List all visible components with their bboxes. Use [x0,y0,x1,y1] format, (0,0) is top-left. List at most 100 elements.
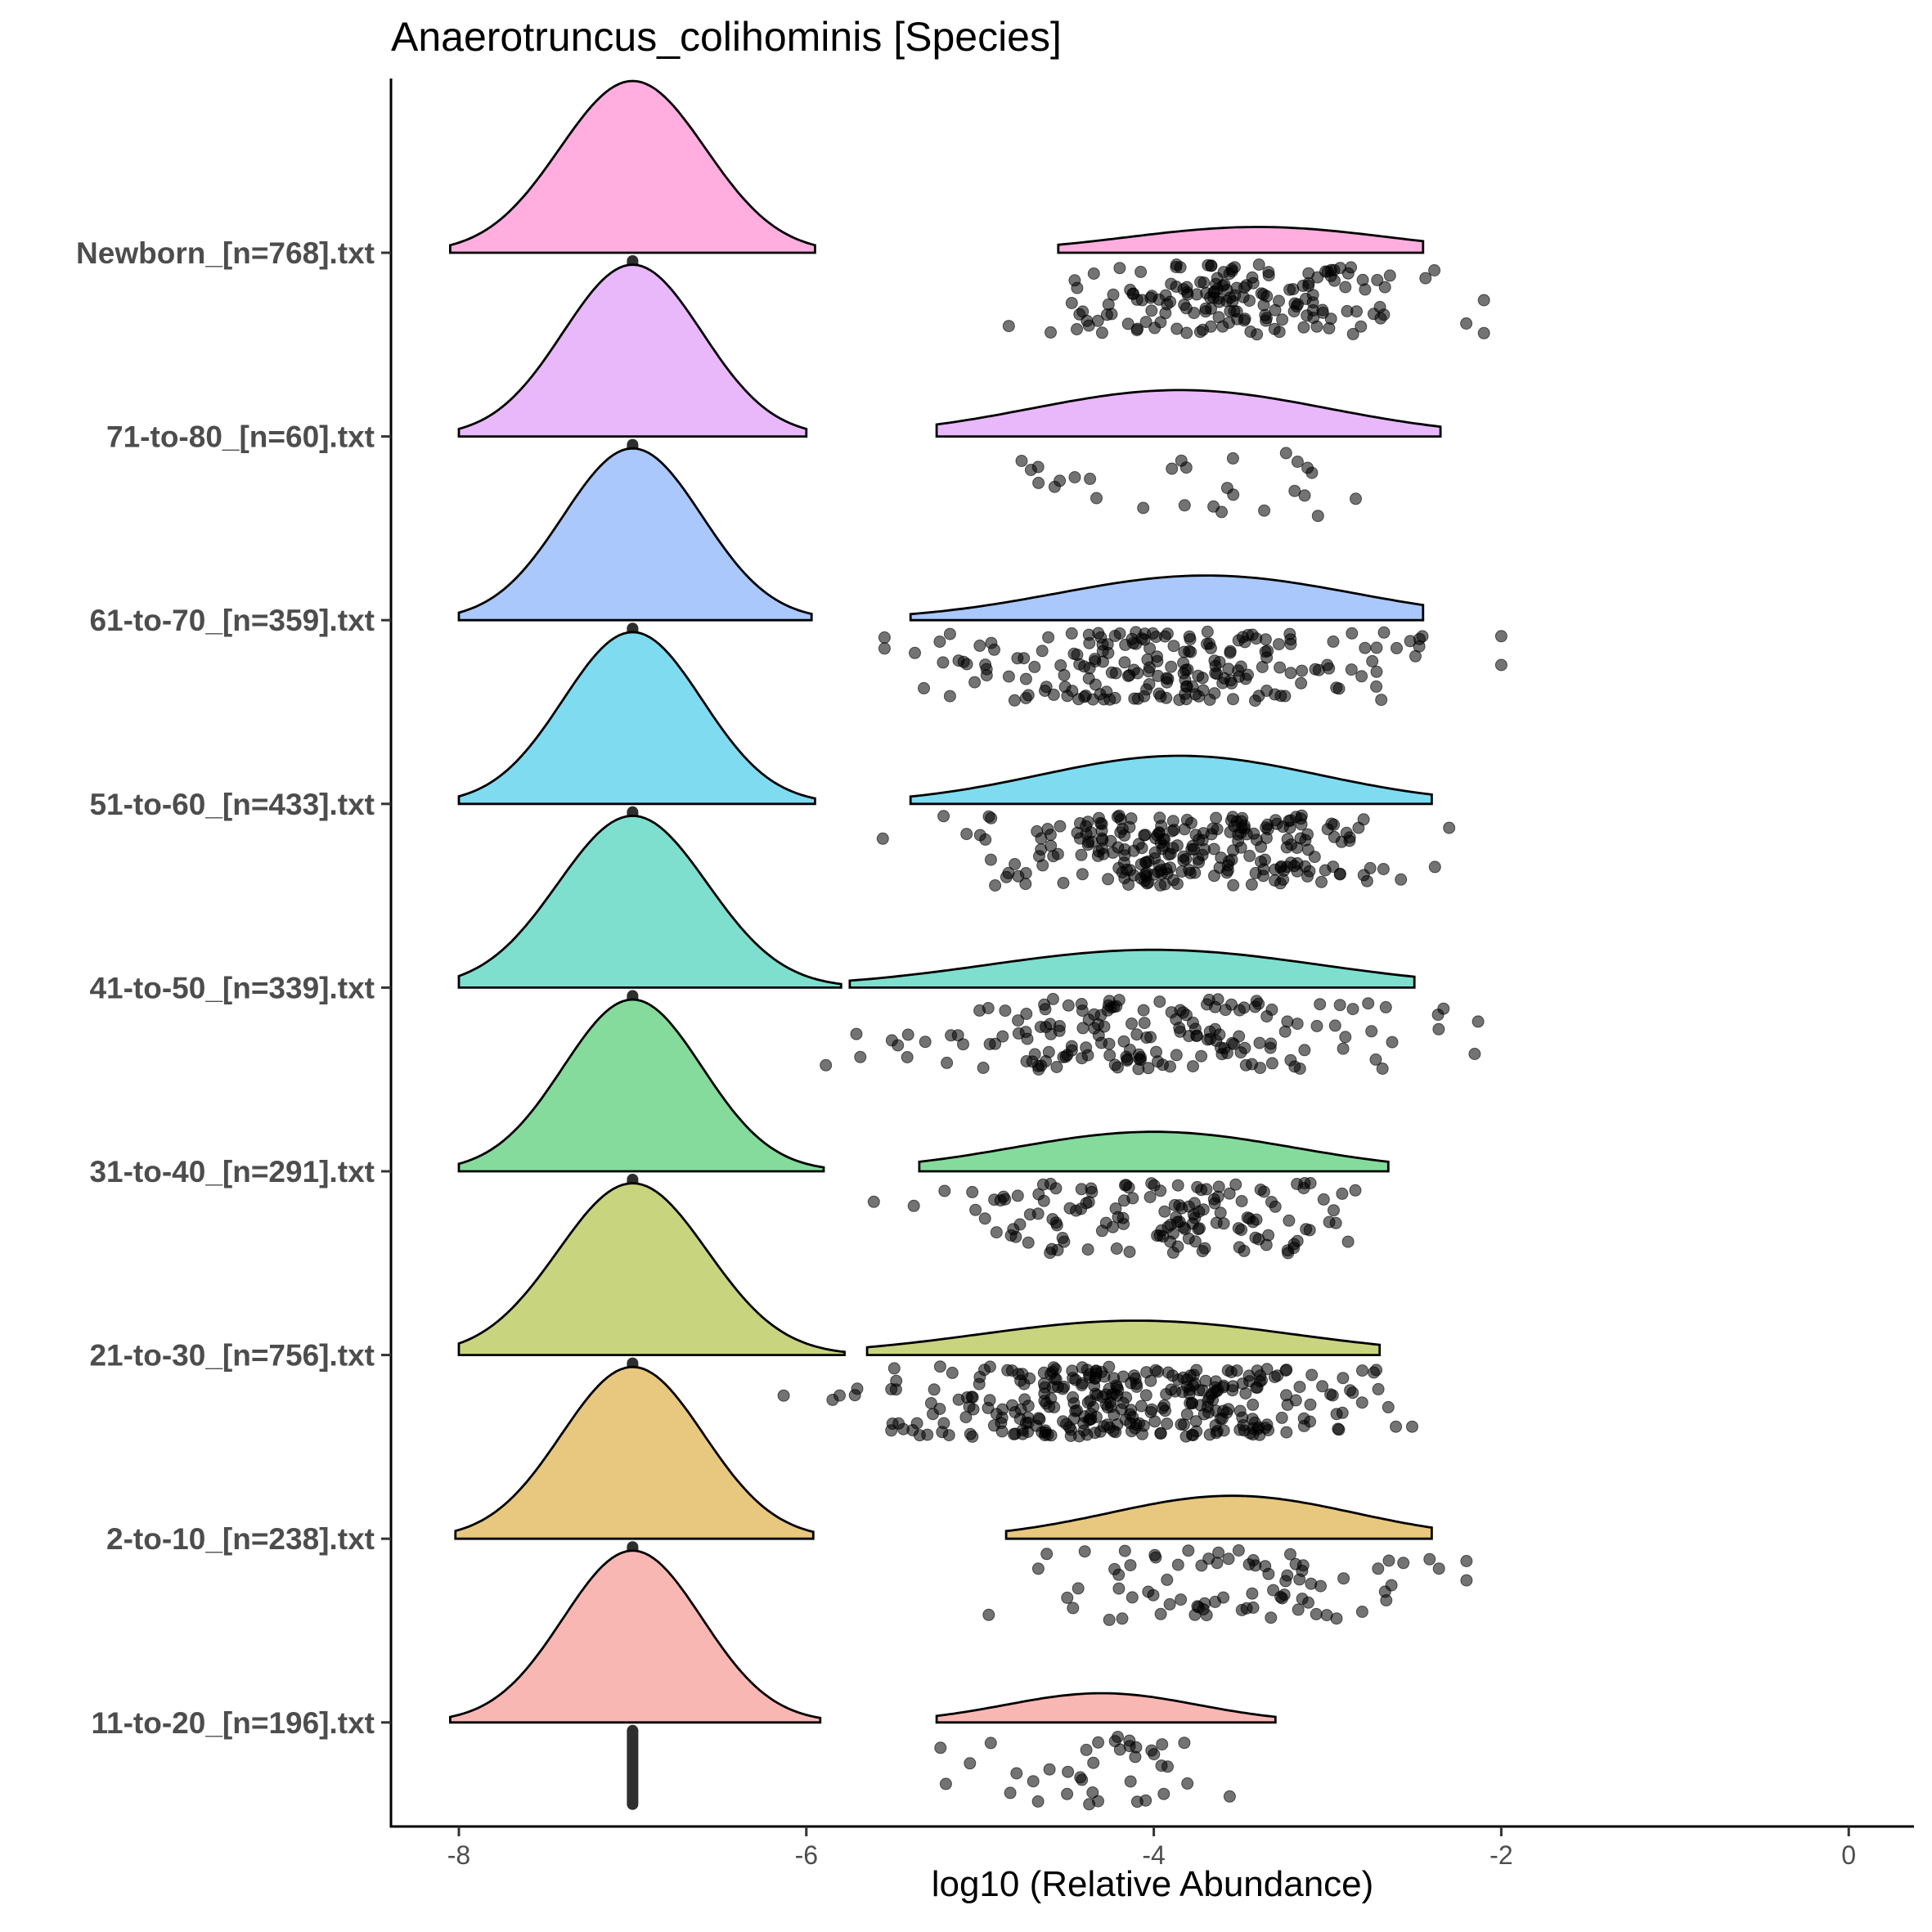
data-point [1383,269,1396,282]
data-point [1168,1198,1181,1211]
data-point [966,1185,979,1198]
data-point [1246,1587,1259,1600]
data-point [1468,1048,1481,1060]
data-point [1165,660,1178,673]
data-point [1103,1037,1116,1050]
data-point [1161,1366,1175,1379]
data-point [1110,1242,1123,1255]
data-point [1221,864,1234,877]
data-point [820,1058,833,1072]
data-point [1170,1049,1183,1062]
data-point [1019,692,1032,704]
data-point [1019,867,1032,879]
data-point [1270,817,1283,830]
data-point [1255,840,1268,853]
data-point [1031,1207,1045,1220]
data-point [1443,821,1456,834]
data-point [1208,285,1221,298]
data-point [1252,258,1265,271]
data-point [1065,297,1078,309]
density-main-2 [457,447,813,622]
data-point [969,1203,982,1216]
data-point [1091,314,1104,327]
data-point [1333,867,1346,880]
data-point [1020,1008,1033,1020]
data-point [1008,694,1021,707]
data-point [1078,1545,1091,1558]
data-point [1223,1790,1236,1803]
data-point [1143,1191,1157,1203]
data-point [1339,281,1352,294]
data-point [1228,304,1241,317]
group-3 [457,631,1456,892]
data-point [1054,820,1067,833]
data-point [1281,1569,1294,1582]
data-point [1224,825,1237,838]
data-point [1045,1368,1057,1381]
data-point [1035,1059,1048,1072]
data-point [1317,1193,1330,1206]
data-point [1154,1607,1167,1620]
data-point [1240,279,1253,292]
data-point [1308,851,1321,864]
data-point [1111,1061,1124,1074]
data-point [1291,456,1304,468]
data-point [1247,1215,1260,1229]
data-point [1304,1177,1317,1189]
data-point [1149,1551,1162,1564]
data-point [1009,1406,1022,1418]
data-point [1081,1396,1094,1409]
data-point [985,636,998,649]
data-point [999,1004,1012,1018]
data-point [1328,1019,1341,1032]
data-point [1249,1559,1262,1572]
data-point [1103,1049,1117,1062]
data-point [1346,1003,1359,1016]
data-point [1019,672,1032,685]
density-abundance-1 [935,389,1442,438]
data-point [1107,288,1120,301]
data-point [1356,1364,1368,1377]
data-point [1366,654,1379,667]
data-point [1123,1246,1136,1258]
data-point [1076,868,1089,881]
data-point [1337,1372,1350,1385]
density-abundance-7 [1004,1494,1433,1540]
data-point [1305,466,1319,479]
data-point [1432,1562,1445,1575]
data-point [1364,861,1377,874]
data-point [1258,504,1271,517]
data-point [1015,455,1028,467]
data-point [1073,308,1086,321]
data-point [1332,1422,1345,1436]
data-point [1065,1040,1078,1053]
data-point [1283,283,1296,296]
data-point [777,1389,790,1402]
data-point [990,1226,1003,1239]
data-point [1150,1045,1162,1058]
data-point [1264,1041,1277,1054]
data-point [1223,1187,1236,1200]
data-point [1328,818,1341,831]
data-point [933,636,946,648]
data-point [924,1397,937,1409]
data-point [1239,1387,1252,1400]
data-point [1121,669,1134,682]
data-point [826,1393,839,1406]
data-point [1222,1552,1235,1566]
data-point [1250,1381,1263,1394]
data-point [1274,690,1287,703]
data-point [1181,1380,1193,1393]
data-point [1054,474,1067,487]
data-point [1218,278,1231,291]
data-point [1019,878,1032,891]
data-point [1257,863,1270,876]
data-point [1330,1612,1343,1625]
data-point [1007,1223,1020,1236]
data-point [1061,1787,1074,1800]
data-point [1355,320,1368,333]
y-tick-label-8: 11-to-20_[n=196].txt [92,1706,375,1740]
data-point [1132,838,1145,851]
data-point [1307,312,1320,324]
data-point [1284,1548,1296,1561]
